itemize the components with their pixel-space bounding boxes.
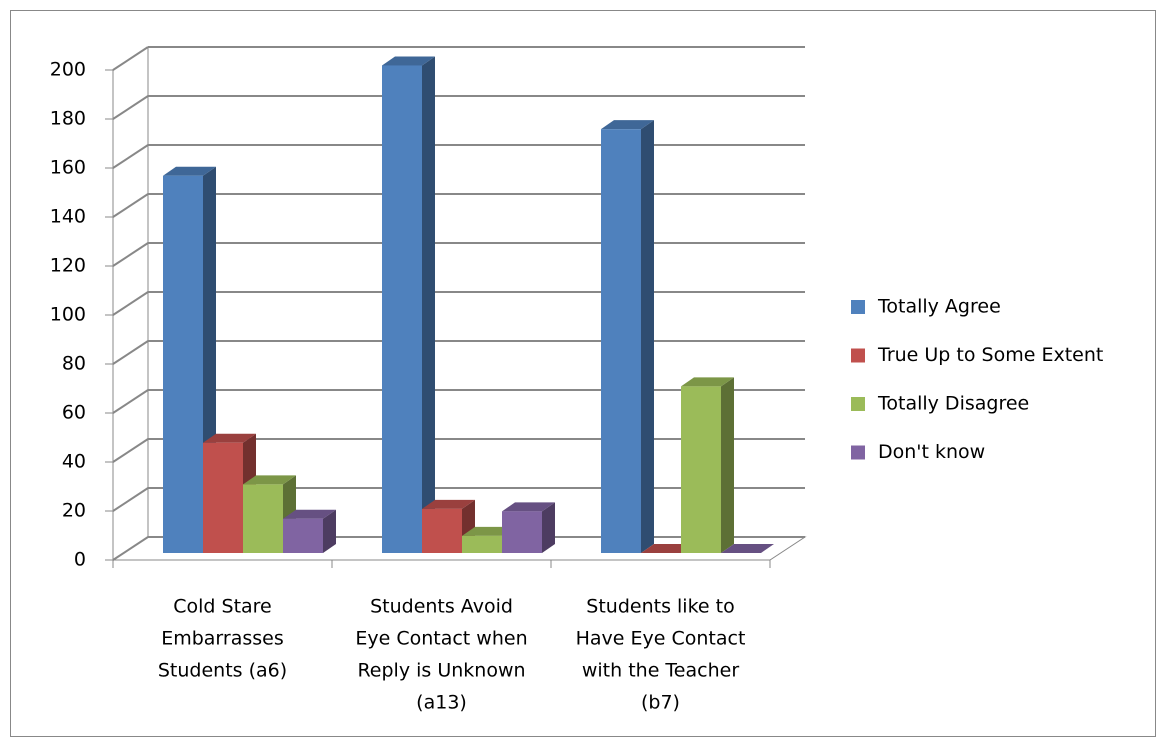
- grid-line-side: [112, 291, 149, 316]
- grid-line-side: [112, 95, 149, 120]
- grid-line-side: [112, 242, 149, 267]
- bar-top: [382, 56, 435, 66]
- bar-group: [502, 502, 555, 553]
- grid-line-side: [112, 193, 149, 218]
- bar-side: [422, 56, 435, 553]
- x-tick-label: Students Avoid: [370, 596, 513, 618]
- grid-line-side: [112, 144, 149, 169]
- y-tick-label: 40: [62, 451, 86, 473]
- bar-side: [721, 377, 734, 553]
- grid-line-side: [112, 340, 149, 365]
- y-tick-label: 200: [50, 59, 86, 81]
- legend-swatch: [851, 445, 865, 460]
- bar-top: [203, 433, 256, 443]
- bar-top: [462, 526, 515, 536]
- bar-top: [163, 166, 216, 176]
- y-tick-label: 120: [50, 255, 86, 277]
- bar-side: [542, 502, 555, 553]
- bar-group: [641, 544, 694, 553]
- x-tick-label: Students like to: [586, 596, 734, 618]
- x-tick-label: with the Teacher: [582, 660, 739, 682]
- bar-group: [382, 56, 435, 553]
- legend-label: True Up to Some Extent: [877, 344, 1103, 366]
- legend-label: Don't know: [878, 441, 985, 463]
- bar: [601, 129, 641, 553]
- bar: [243, 484, 283, 553]
- legend-label: Totally Disagree: [877, 393, 1029, 415]
- grid-line-side: [112, 536, 149, 561]
- bar: [681, 386, 721, 553]
- bar: [163, 175, 203, 553]
- bar-top: [422, 499, 475, 509]
- x-tick-label: Eye Contact when: [355, 628, 527, 650]
- bar: [422, 508, 462, 553]
- x-tick-label: Students (a6): [158, 660, 287, 682]
- bar-top: [502, 502, 555, 512]
- grid-line-side: [112, 438, 149, 463]
- x-tick-label: Have Eye Contact: [576, 628, 746, 650]
- bar: [382, 65, 422, 553]
- bar-top: [681, 377, 734, 387]
- bar-top: [243, 475, 296, 485]
- y-tick-label: 60: [62, 402, 86, 424]
- legend-swatch: [851, 300, 865, 314]
- y-tick-label: 80: [62, 353, 86, 375]
- bar: [462, 535, 502, 553]
- legend-label: Totally Agree: [877, 296, 1001, 318]
- bar-top: [283, 509, 336, 519]
- y-tick-label: 100: [50, 304, 86, 326]
- x-tick-label: (b7): [641, 692, 680, 714]
- y-tick-label: 20: [62, 500, 86, 522]
- legend-swatch: [851, 397, 865, 411]
- bar: [203, 442, 243, 553]
- bar: [502, 511, 542, 553]
- x-tick-label: Cold Stare: [173, 596, 272, 618]
- y-tick-label: 140: [50, 206, 86, 228]
- bar-top: [721, 544, 774, 553]
- legend-swatch: [851, 348, 865, 363]
- grid-line-side: [112, 389, 149, 414]
- grid-line-side: [112, 46, 149, 71]
- bar-top: [601, 120, 654, 130]
- x-tick-label: (a13): [416, 692, 467, 714]
- bar-group: [721, 544, 774, 553]
- bar: [283, 518, 323, 553]
- y-tick-label: 160: [50, 157, 86, 179]
- bar-group: [601, 120, 654, 554]
- bar-side: [323, 509, 336, 553]
- x-tick-label: Reply is Unknown: [357, 660, 525, 682]
- bar-side: [641, 120, 654, 554]
- y-tick-label: 0: [74, 549, 86, 571]
- x-tick-label: Embarrasses: [161, 628, 284, 650]
- bar-group: [283, 509, 336, 553]
- bar-group: [681, 377, 734, 553]
- grid-line-side: [112, 487, 149, 512]
- y-tick-label: 180: [50, 108, 86, 130]
- bar-top: [641, 544, 694, 553]
